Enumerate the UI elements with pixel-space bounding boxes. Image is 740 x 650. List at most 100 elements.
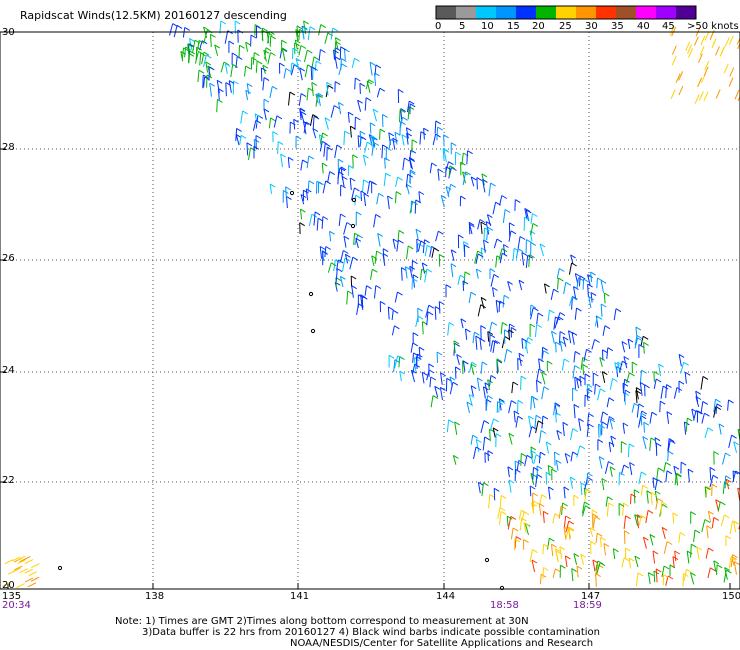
wind-barb-flag (480, 296, 487, 301)
wind-barb (630, 494, 632, 505)
wind-barb-flag (551, 543, 557, 548)
wind-barb-flag (489, 494, 496, 499)
wind-barb (334, 37, 339, 50)
wind-barb-flag (547, 360, 553, 365)
wind-barb-flag (709, 466, 716, 471)
wind-barb (475, 336, 478, 350)
wind-barb-flag (638, 403, 645, 408)
wind-barb-flag (602, 371, 608, 376)
wind-barb (667, 438, 670, 451)
wind-barb-flag (333, 49, 339, 54)
wind-barb (536, 313, 539, 325)
wind-barb-flag (394, 359, 401, 364)
wind-barb (574, 377, 576, 389)
wind-barb (412, 364, 416, 375)
wind-barb-flag (573, 553, 580, 558)
wind-barb (490, 274, 495, 287)
wind-barb (329, 231, 332, 242)
wind-barb (499, 495, 502, 509)
wind-barb (564, 555, 568, 567)
wind-barb-flag (463, 241, 469, 246)
wind-barb-flag (320, 49, 326, 53)
wind-barb-flag (412, 260, 418, 265)
wind-barb-flag (521, 517, 527, 522)
wind-barb-flag (487, 395, 493, 400)
wind-barb-flag (493, 418, 499, 423)
wind-barb-flag (307, 49, 313, 54)
wind-barb-flag (529, 323, 536, 328)
wind-barb (436, 127, 439, 141)
wind-barb (586, 388, 589, 401)
wind-barb (482, 436, 486, 451)
wind-barb (530, 213, 533, 224)
wind-barb-flag (674, 550, 680, 555)
wind-barb (680, 362, 685, 374)
wind-barb (601, 371, 606, 383)
wind-barb-flag (600, 536, 606, 541)
wind-barb (434, 120, 437, 134)
wind-barb-flag (397, 355, 403, 360)
wind-barb (452, 455, 457, 465)
wind-barb-flag (295, 57, 302, 62)
wind-barb (408, 157, 412, 169)
wind-barb-flag (549, 537, 555, 542)
wind-barb-flag (491, 321, 498, 326)
wind-barb-flag (322, 132, 328, 137)
wind-barb-flag (340, 213, 346, 218)
wind-barb (529, 485, 532, 497)
wind-barb-flag (586, 488, 592, 493)
wind-barb-flag (445, 186, 452, 190)
wind-barb (424, 269, 428, 283)
wind-barb (480, 420, 485, 434)
wind-barb-flag (312, 128, 319, 132)
wind-barb-flag (203, 51, 210, 56)
wind-barb-flag (397, 176, 403, 181)
wind-barb-flag (558, 277, 564, 282)
wind-barb (634, 514, 638, 526)
wind-barb-flag (570, 254, 576, 259)
wind-barb (321, 163, 324, 174)
wind-barb-flag (515, 199, 521, 204)
wind-barb (429, 162, 433, 174)
wind-barb-flag (725, 535, 732, 540)
wind-barb-flag (454, 421, 460, 426)
wind-barb-flag (536, 465, 543, 470)
wind-barb-flag (641, 369, 647, 374)
wind-barb-flag (607, 496, 613, 501)
wind-barb (245, 42, 248, 52)
wind-barb (678, 85, 684, 96)
wind-barb-flag (628, 443, 635, 448)
wind-barb-flag (337, 259, 344, 264)
wind-barb-flag (545, 471, 552, 476)
wind-barb (446, 419, 450, 433)
wind-barb-flag (697, 410, 703, 415)
wind-barb (606, 416, 610, 429)
wind-barb-flag (409, 156, 415, 161)
wind-barb (11, 556, 21, 562)
wind-barb-flag (518, 352, 525, 357)
wind-barb-flag (543, 543, 549, 548)
wind-barb (417, 240, 422, 252)
wind-barb-flag (725, 475, 731, 480)
wind-barb (346, 290, 349, 305)
wind-barb-flag (292, 47, 299, 52)
wind-barb-flag (436, 351, 443, 356)
wind-barb-flag (188, 43, 194, 48)
wind-barb (500, 322, 503, 335)
wind-barb (517, 236, 521, 249)
wind-barb (347, 112, 350, 123)
pass-time-3: 18:59 (573, 600, 602, 611)
wind-barb-flag (285, 68, 292, 72)
wind-barb-flag (451, 167, 457, 171)
wind-barb (462, 280, 465, 291)
wind-barb (489, 429, 491, 442)
wind-barb (535, 420, 539, 434)
wind-barb (224, 63, 228, 74)
wind-barb-flag (400, 108, 406, 113)
wind-barb (703, 66, 709, 77)
wind-barb-flag (372, 268, 378, 273)
wind-barb-flag (536, 324, 542, 328)
wind-barb (544, 283, 547, 294)
wind-barb-flag (604, 325, 611, 330)
wind-barb (397, 230, 400, 242)
